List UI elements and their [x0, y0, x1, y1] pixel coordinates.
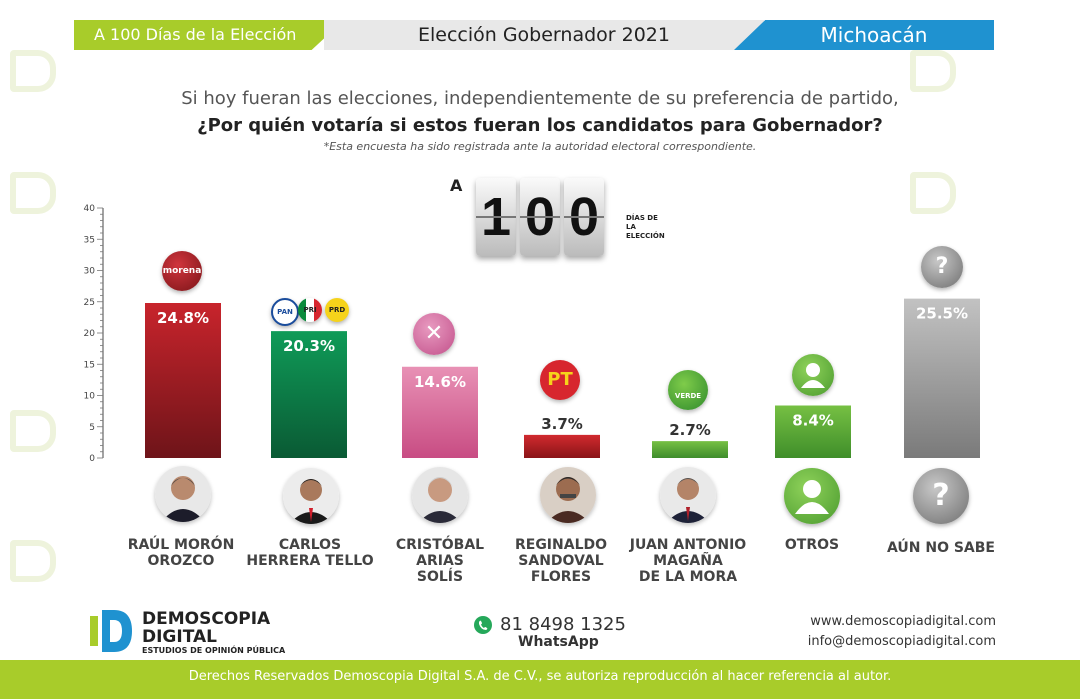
- person-glyph-icon: [792, 354, 834, 396]
- bar-value-label: 24.8%: [157, 309, 209, 327]
- pvem-logo: VERDE: [668, 370, 708, 410]
- brand-name-line1: DEMOSCOPIA: [142, 610, 270, 628]
- y-tick-label: 10: [84, 392, 96, 402]
- candidate-photo-magana: [660, 467, 716, 523]
- portrait-icon: [155, 466, 211, 522]
- candidate-photo-herrera: [283, 468, 339, 524]
- candidate-name-herrera: CARLOS HERRERA TELLO: [240, 537, 380, 569]
- footer-rights: Derechos Reservados Demoscopia Digital S…: [0, 660, 1080, 699]
- candidate-name-sandoval: REGINALDO SANDOVAL FLORES: [491, 537, 631, 585]
- candidate-name-otros: OTROS: [742, 537, 882, 553]
- prd-logo: PRD: [325, 298, 349, 322]
- bar-value-label: 25.5%: [916, 305, 968, 323]
- y-tick-label: 15: [84, 360, 95, 370]
- pt-logo: PT: [540, 360, 580, 400]
- bar-value-label: 8.4%: [792, 412, 834, 430]
- candidate-photo-arias: [412, 467, 468, 523]
- y-tick-label: 40: [84, 204, 96, 214]
- phone-number[interactable]: 81 8498 1325: [500, 614, 626, 635]
- portrait-icon: [660, 467, 716, 523]
- morena-logo: morena: [162, 251, 202, 291]
- bar: [524, 435, 600, 458]
- y-tick-label: 20: [84, 329, 96, 339]
- portrait-icon: [412, 467, 468, 523]
- pri-logo: PRI: [298, 298, 322, 322]
- candidate-photo-sandoval: [540, 467, 596, 523]
- demoscopia-logo-icon: [86, 608, 136, 654]
- watermark: [10, 540, 62, 582]
- pan-logo: PAN: [271, 298, 299, 326]
- otros-photo-icon: [784, 468, 840, 524]
- candidate-name-arias: CRISTÓBAL ARIAS SOLÍS: [370, 537, 510, 585]
- whatsapp-label: WhatsApp: [518, 634, 599, 650]
- candidate-photo-moron: [155, 466, 211, 522]
- y-tick-label: 25: [84, 298, 95, 308]
- y-tick-label: 30: [84, 267, 96, 277]
- bar: [652, 441, 728, 458]
- candidate-name-moron: RAÚL MORÓN OROZCO: [111, 537, 251, 569]
- question-icon: ?: [921, 246, 963, 288]
- bar-value-label: 20.3%: [283, 337, 335, 355]
- bar-value-label: 14.6%: [414, 373, 466, 391]
- candidate-name-no-sabe: AÚN NO SABE: [871, 540, 1011, 556]
- website-link[interactable]: www.demoscopiadigital.com: [810, 614, 996, 629]
- candidate-name-magana: JUAN ANTONIO MAGAÑA DE LA MORA: [618, 537, 758, 585]
- bar-value-label: 3.7%: [541, 415, 583, 433]
- brand-name-line2: DIGITAL: [142, 628, 217, 646]
- brand-tagline: ESTUDIOS DE OPINIÓN PÚBLICA: [142, 646, 285, 655]
- y-tick-label: 5: [89, 423, 95, 433]
- email-link[interactable]: info@demoscopiadigital.com: [808, 634, 996, 649]
- person-icon: [792, 354, 834, 396]
- no-sabe-photo-icon: ?: [913, 468, 969, 524]
- bar-value-label: 2.7%: [669, 421, 711, 439]
- vote-bar-chart: 0 5 10 15 20 25 30 35 40 24.8% 20.3% 14.6% 3.7% 2.7%…: [0, 0, 1080, 470]
- person-glyph-icon: [784, 468, 840, 524]
- y-tick-label: 0: [89, 454, 95, 464]
- portrait-icon: [540, 467, 596, 523]
- whatsapp-icon: [473, 615, 493, 635]
- y-tick-label: 35: [84, 235, 95, 245]
- portrait-icon: [283, 468, 339, 524]
- fuerza-mexico-logo: ✕: [413, 313, 455, 355]
